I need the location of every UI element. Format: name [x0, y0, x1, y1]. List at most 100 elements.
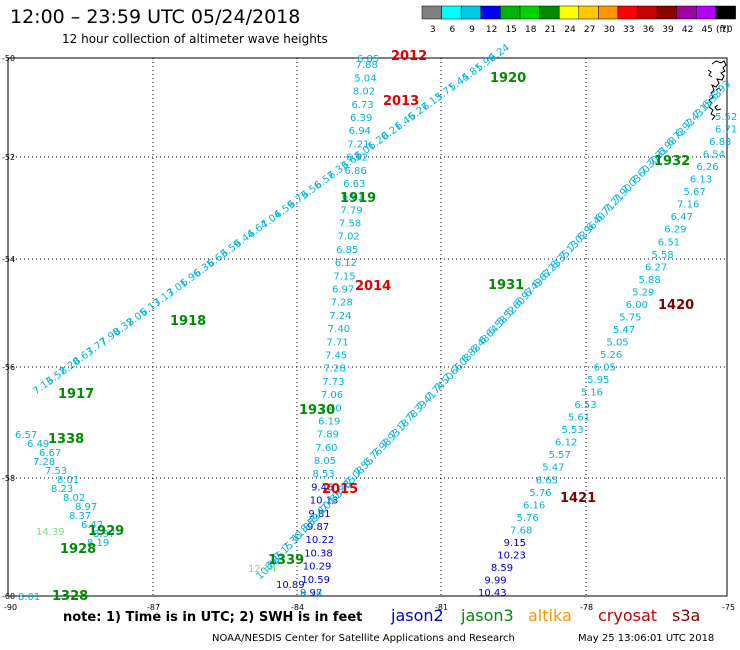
- track-time-label: 1929: [88, 524, 124, 539]
- track-time-label: 1339: [268, 553, 304, 568]
- swh-value: 7.88: [356, 60, 378, 71]
- swh-value: 8.59: [491, 563, 513, 574]
- swh-value: 10.38: [304, 548, 333, 559]
- swh-value: 6.81: [342, 192, 364, 203]
- track-time-label: 1919: [340, 191, 376, 206]
- swh-value: 8.05: [314, 456, 336, 467]
- swh-value: 9.97: [300, 588, 322, 599]
- swh-value: 8.02: [353, 87, 375, 98]
- swh-value: 5.75: [619, 312, 641, 323]
- swh-value: 5.52: [715, 112, 737, 123]
- swh-value: 10.59: [301, 575, 330, 586]
- note-text: note: 1) Time is in UTC; 2) SWH is in fe…: [63, 610, 363, 625]
- swh-value: 6.65: [536, 475, 558, 486]
- scale-label: 70: [721, 25, 733, 35]
- track-time-label: 2012: [391, 49, 427, 64]
- swh-value: 14.39: [36, 527, 65, 538]
- swh-value: 7.16: [677, 200, 699, 211]
- swh-value: 6.26: [696, 162, 718, 173]
- swh-value: 5.67: [683, 187, 705, 198]
- swh-value: 10.23: [497, 550, 526, 561]
- swh-value: 6.63: [343, 179, 365, 190]
- swh-value: 6.00: [626, 300, 648, 311]
- track-time-label: 1930: [299, 403, 335, 418]
- footer-credit: NOAA/NESDIS Center for Satellite Applica…: [212, 633, 515, 644]
- scale-label: 18: [525, 25, 537, 35]
- swh-value: 6.85: [336, 245, 358, 256]
- swh-value: 8.37: [69, 511, 91, 522]
- swh-value: 6.16: [523, 500, 545, 511]
- scale-label: 15: [505, 25, 516, 35]
- swh-value: 5.26: [600, 350, 622, 361]
- swh-value: 5.76: [529, 488, 551, 499]
- swh-value: 7.60: [315, 443, 337, 454]
- swh-value: 7.40: [328, 324, 350, 335]
- track-time-label: 1918: [170, 314, 206, 329]
- swh-value: 7.58: [339, 219, 361, 230]
- swh-value: 6.05: [594, 363, 616, 374]
- swh-value: 7.79: [340, 205, 362, 216]
- swh-value: 7.28: [33, 457, 55, 468]
- track-time-label: 2013: [383, 94, 419, 109]
- swh-value: 5.47: [542, 463, 564, 474]
- swh-value: 8.78: [300, 588, 322, 599]
- swh-value: 6.12: [335, 258, 357, 269]
- legend-s3a: s3a: [672, 606, 701, 625]
- scale-unit: (ft): [716, 25, 730, 35]
- scale-label: 21: [545, 25, 556, 35]
- swh-value: 7.53: [45, 466, 67, 477]
- scale-label: 33: [623, 25, 634, 35]
- footer-date: May 25 13:06:01 UTC 2018: [578, 633, 715, 644]
- legend-jason3: jason3: [461, 606, 514, 625]
- swh-value: 7.28: [324, 364, 346, 375]
- swh-value: 6.49: [27, 439, 49, 450]
- swh-value: 5.76: [517, 513, 539, 524]
- swh-value: 8.02: [63, 493, 85, 504]
- scale-label: 3: [430, 25, 436, 35]
- swh-value: 5.88: [639, 275, 661, 286]
- track-time-label: 1421: [560, 491, 596, 506]
- swh-value: 5.57: [549, 450, 571, 461]
- map-frame: [7, 57, 728, 597]
- scale-label: 36: [643, 25, 655, 35]
- swh-value: 7.06: [321, 390, 343, 401]
- page-title: 12:00 – 23:59 UTC 05/24/2018: [10, 6, 301, 28]
- scale-label: 12: [486, 25, 497, 35]
- scale-label: 39: [662, 25, 674, 35]
- scale-swatch: [715, 5, 736, 20]
- legend-altika: altika: [528, 606, 572, 625]
- swh-value: 7.68: [510, 525, 532, 536]
- swh-value: 6.32: [346, 153, 368, 164]
- track-time-label: 1931: [488, 278, 524, 293]
- swh-value: 5.61: [568, 413, 590, 424]
- swh-value: 6.53: [574, 400, 596, 411]
- swh-value: 10.22: [306, 535, 335, 546]
- scale-label: 9: [469, 25, 475, 35]
- swh-value: 8.53: [313, 469, 335, 480]
- swh-value: 9.99: [484, 575, 506, 586]
- legend-jason2: jason2: [391, 606, 444, 625]
- scale-label: 42: [682, 25, 693, 35]
- swh-value: 6.57: [15, 430, 37, 441]
- swh-value: 10.13: [310, 496, 339, 507]
- swh-value: 12.44: [248, 564, 277, 575]
- track-time-label: 2015: [322, 482, 358, 497]
- swh-value: 8.19: [87, 538, 109, 549]
- swh-value: 7.89: [317, 430, 339, 441]
- swh-value: 6.73: [351, 100, 373, 111]
- lon-tick-label: -75: [722, 603, 735, 612]
- swh-value: 6.39: [350, 113, 372, 124]
- scale-label: 45: [701, 25, 712, 35]
- lon-tick-label: -90: [4, 603, 17, 612]
- lon-tick-label: -84: [291, 603, 304, 612]
- swh-value: 5.05: [606, 337, 628, 348]
- track-time-label: 1920: [490, 71, 526, 86]
- scale-label: 30: [603, 25, 615, 35]
- swh-value: 6.54: [703, 150, 725, 161]
- swh-value: 6.51: [658, 237, 680, 248]
- lat-tick-label: -56: [2, 363, 15, 372]
- page-subtitle: 12 hour collection of altimeter wave hei…: [62, 32, 328, 46]
- swh-value: 5.47: [613, 325, 635, 336]
- swh-value: 6.94: [349, 126, 371, 137]
